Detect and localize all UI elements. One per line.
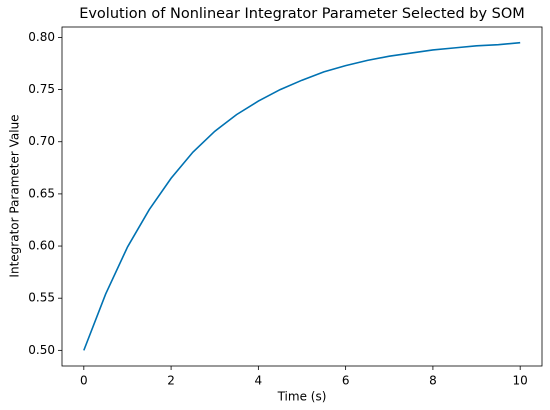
y-axis-label: Integrator Parameter Value — [8, 114, 22, 277]
chart-title: Evolution of Nonlinear Integrator Parame… — [79, 6, 525, 22]
y-tick-label: 0.60 — [28, 239, 55, 253]
y-tick-label: 0.80 — [28, 30, 55, 44]
x-tick-label: 2 — [167, 374, 175, 388]
x-axis-label: Time (s) — [277, 390, 327, 404]
y-tick-label: 0.50 — [28, 343, 55, 357]
line-series — [83, 41, 521, 351]
y-tick-label: 0.65 — [28, 186, 55, 200]
x-tick-label: 8 — [429, 374, 437, 388]
plot-frame — [61, 26, 543, 367]
y-tick-label: 0.55 — [28, 291, 55, 305]
x-tick-label: 0 — [80, 374, 88, 388]
x-tick-label: 4 — [255, 374, 263, 388]
x-tick-label: 6 — [342, 374, 350, 388]
y-tick-label: 0.75 — [28, 82, 55, 96]
y-tick-label: 0.70 — [28, 134, 55, 148]
x-tick-label: 10 — [513, 374, 528, 388]
